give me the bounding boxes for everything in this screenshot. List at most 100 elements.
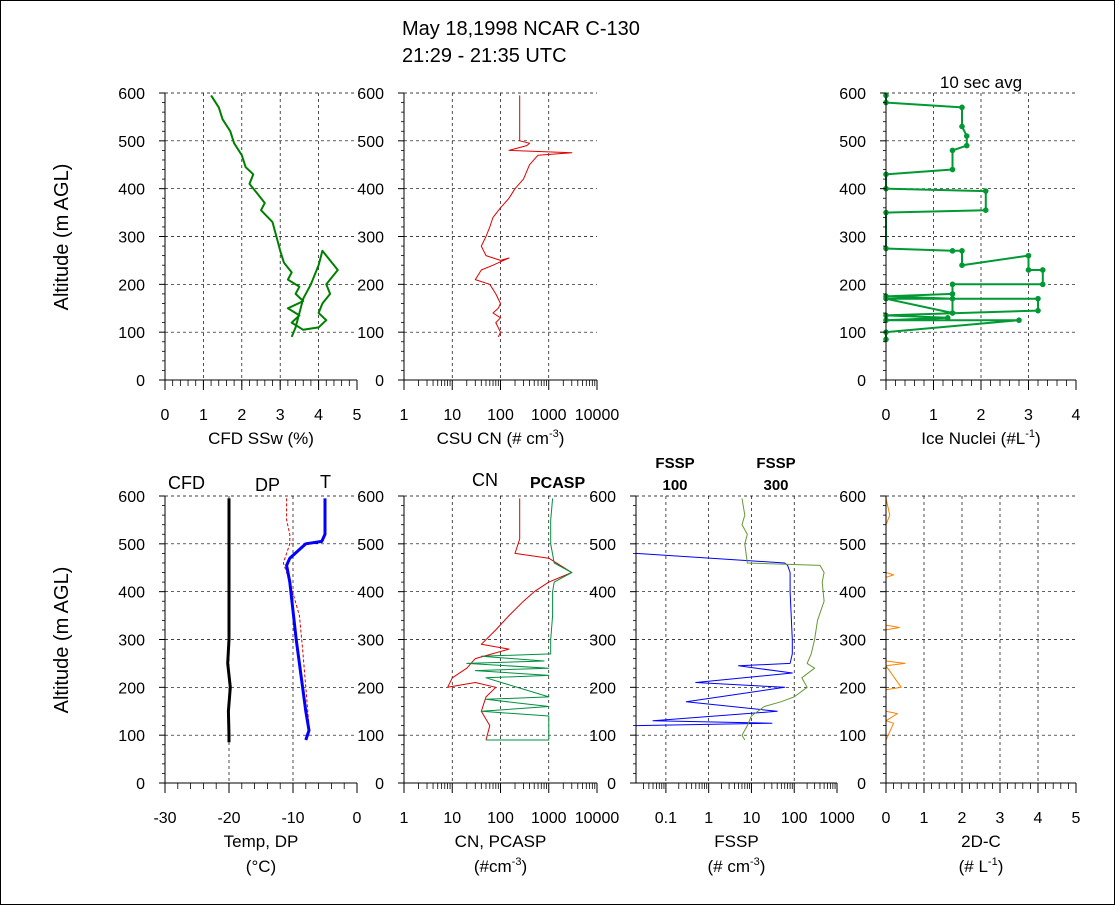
x-tick-label: 10 <box>443 810 461 827</box>
y-tick-label: 600 <box>839 489 866 506</box>
x-tick-label: 1 <box>199 407 208 424</box>
x-tick-label: 2 <box>237 407 246 424</box>
y-tick-label: 500 <box>839 537 866 554</box>
x-axis-label-unit: (# cm-3) <box>708 856 766 876</box>
y-tick-label: 0 <box>136 373 145 390</box>
x-tick-label: 5 <box>353 407 362 424</box>
x-axis-label: CSU CN (# cm-3) <box>437 428 565 448</box>
panel-temp-dp: 0 100 200 300 400 500 600 -30 -20 -10 0 Temp, DP (°C… <box>118 472 361 876</box>
y-tick-label: 400 <box>118 182 145 199</box>
x-axis-label: 2D-C <box>961 832 1001 851</box>
x-tick-label: -10 <box>281 810 304 827</box>
x-tick-label: 1 <box>400 407 409 424</box>
x-tick-label: 1000 <box>531 810 567 827</box>
panel-title: 10 sec avg <box>940 73 1022 92</box>
y-tick-label: 200 <box>839 680 866 697</box>
data-point <box>1035 295 1041 302</box>
x-tick-label: 10 <box>443 407 461 424</box>
data-point <box>949 147 956 154</box>
series-csu-cn <box>474 95 573 338</box>
data-point <box>949 281 956 288</box>
data-point <box>1016 317 1022 324</box>
x-tick-label: 0.1 <box>655 810 677 827</box>
y-tick-label: 100 <box>839 325 866 342</box>
legend-pcasp: PCASP <box>530 475 585 492</box>
data-point <box>1039 281 1046 288</box>
series-dp <box>282 498 310 726</box>
x-tick-label: 3 <box>996 810 1005 827</box>
y-tick-label: 600 <box>118 86 145 103</box>
y-axis-label-top: Altitude (m AGL) <box>51 164 73 311</box>
y-tick-label: 200 <box>589 680 616 697</box>
y-tick-label: 400 <box>357 182 384 199</box>
y-tick-label: 0 <box>857 776 866 793</box>
x-tick-label: 100 <box>487 407 514 424</box>
panel-cfd-ssw: 0 100 200 300 400 500 600 0 1 2 3 4 5 CFD SSw (%) <box>118 86 361 448</box>
series-cn <box>447 498 573 741</box>
x-tick-label: 4 <box>314 407 323 424</box>
data-point <box>949 248 956 254</box>
y-tick-label: 200 <box>118 277 145 294</box>
y-tick-label: 500 <box>118 134 145 151</box>
y-tick-label: 500 <box>357 134 384 151</box>
y-tick-label: 400 <box>839 182 866 199</box>
x-tick-label: 4 <box>1072 407 1081 424</box>
x-tick-label: 100 <box>781 810 808 827</box>
data-point <box>959 123 965 130</box>
legend-dp: DP <box>255 475 280 495</box>
y-tick-label: 0 <box>857 373 866 390</box>
y-tick-label: 600 <box>118 489 145 506</box>
y-tick-label: 100 <box>839 728 866 745</box>
y-tick-label: 500 <box>357 537 384 554</box>
x-axis-label: Ice Nuclei (#L-1) <box>921 428 1040 448</box>
panel-fssp: 0 100 200 300 400 500 600 0.1 1 10 100 1000 FSSP (# c… <box>589 455 855 876</box>
data-point <box>944 315 951 321</box>
y-tick-label: 300 <box>357 633 384 650</box>
x-tick-label: 1 <box>929 407 938 424</box>
legend-cn: CN <box>472 470 498 490</box>
y-tick-label: 0 <box>136 776 145 793</box>
x-tick-label: 1 <box>920 810 929 827</box>
x-tick-label: 3 <box>1024 407 1033 424</box>
y-tick-label: 400 <box>589 585 616 602</box>
x-tick-label: -30 <box>153 810 176 827</box>
y-tick-label: 500 <box>839 134 866 151</box>
x-tick-label: -20 <box>217 810 240 827</box>
data-point <box>959 248 965 254</box>
data-point <box>949 295 956 302</box>
y-tick-label: 400 <box>839 585 866 602</box>
series-cfd <box>226 498 232 743</box>
figure-title-line1: May 18,1998 NCAR C-130 <box>402 18 640 40</box>
x-tick-label: 100 <box>487 810 514 827</box>
data-point <box>1039 267 1046 273</box>
y-tick-label: 300 <box>118 230 145 247</box>
y-tick-label: 200 <box>357 277 384 294</box>
x-tick-label: 4 <box>1034 810 1043 827</box>
y-tick-label: 100 <box>118 325 145 342</box>
data-point <box>949 310 956 316</box>
x-axis-label-unit: (# L-1) <box>959 856 1004 876</box>
x-tick-label: 0 <box>353 810 362 827</box>
data-point <box>1025 252 1032 259</box>
y-tick-label: 300 <box>357 230 384 247</box>
y-tick-label: 300 <box>839 230 866 247</box>
y-tick-label: 200 <box>839 277 866 294</box>
legend-t: T <box>320 472 331 492</box>
y-tick-label: 600 <box>357 489 384 506</box>
y-tick-label: 300 <box>839 633 866 650</box>
x-tick-label: 2 <box>977 407 986 424</box>
x-axis-label: CFD SSw (%) <box>208 429 314 448</box>
y-tick-label: 0 <box>375 776 384 793</box>
legend-fssp-300: FSSP 300 <box>756 455 795 494</box>
y-axis-label-bottom: Altitude (m AGL) <box>51 567 73 714</box>
y-tick-label: 600 <box>357 86 384 103</box>
series-t <box>285 498 327 741</box>
x-tick-label: 1 <box>704 810 713 827</box>
x-tick-label: 1 <box>400 810 409 827</box>
data-point <box>959 262 965 269</box>
y-tick-label: 100 <box>118 728 145 745</box>
x-tick-label: 2 <box>958 810 967 827</box>
